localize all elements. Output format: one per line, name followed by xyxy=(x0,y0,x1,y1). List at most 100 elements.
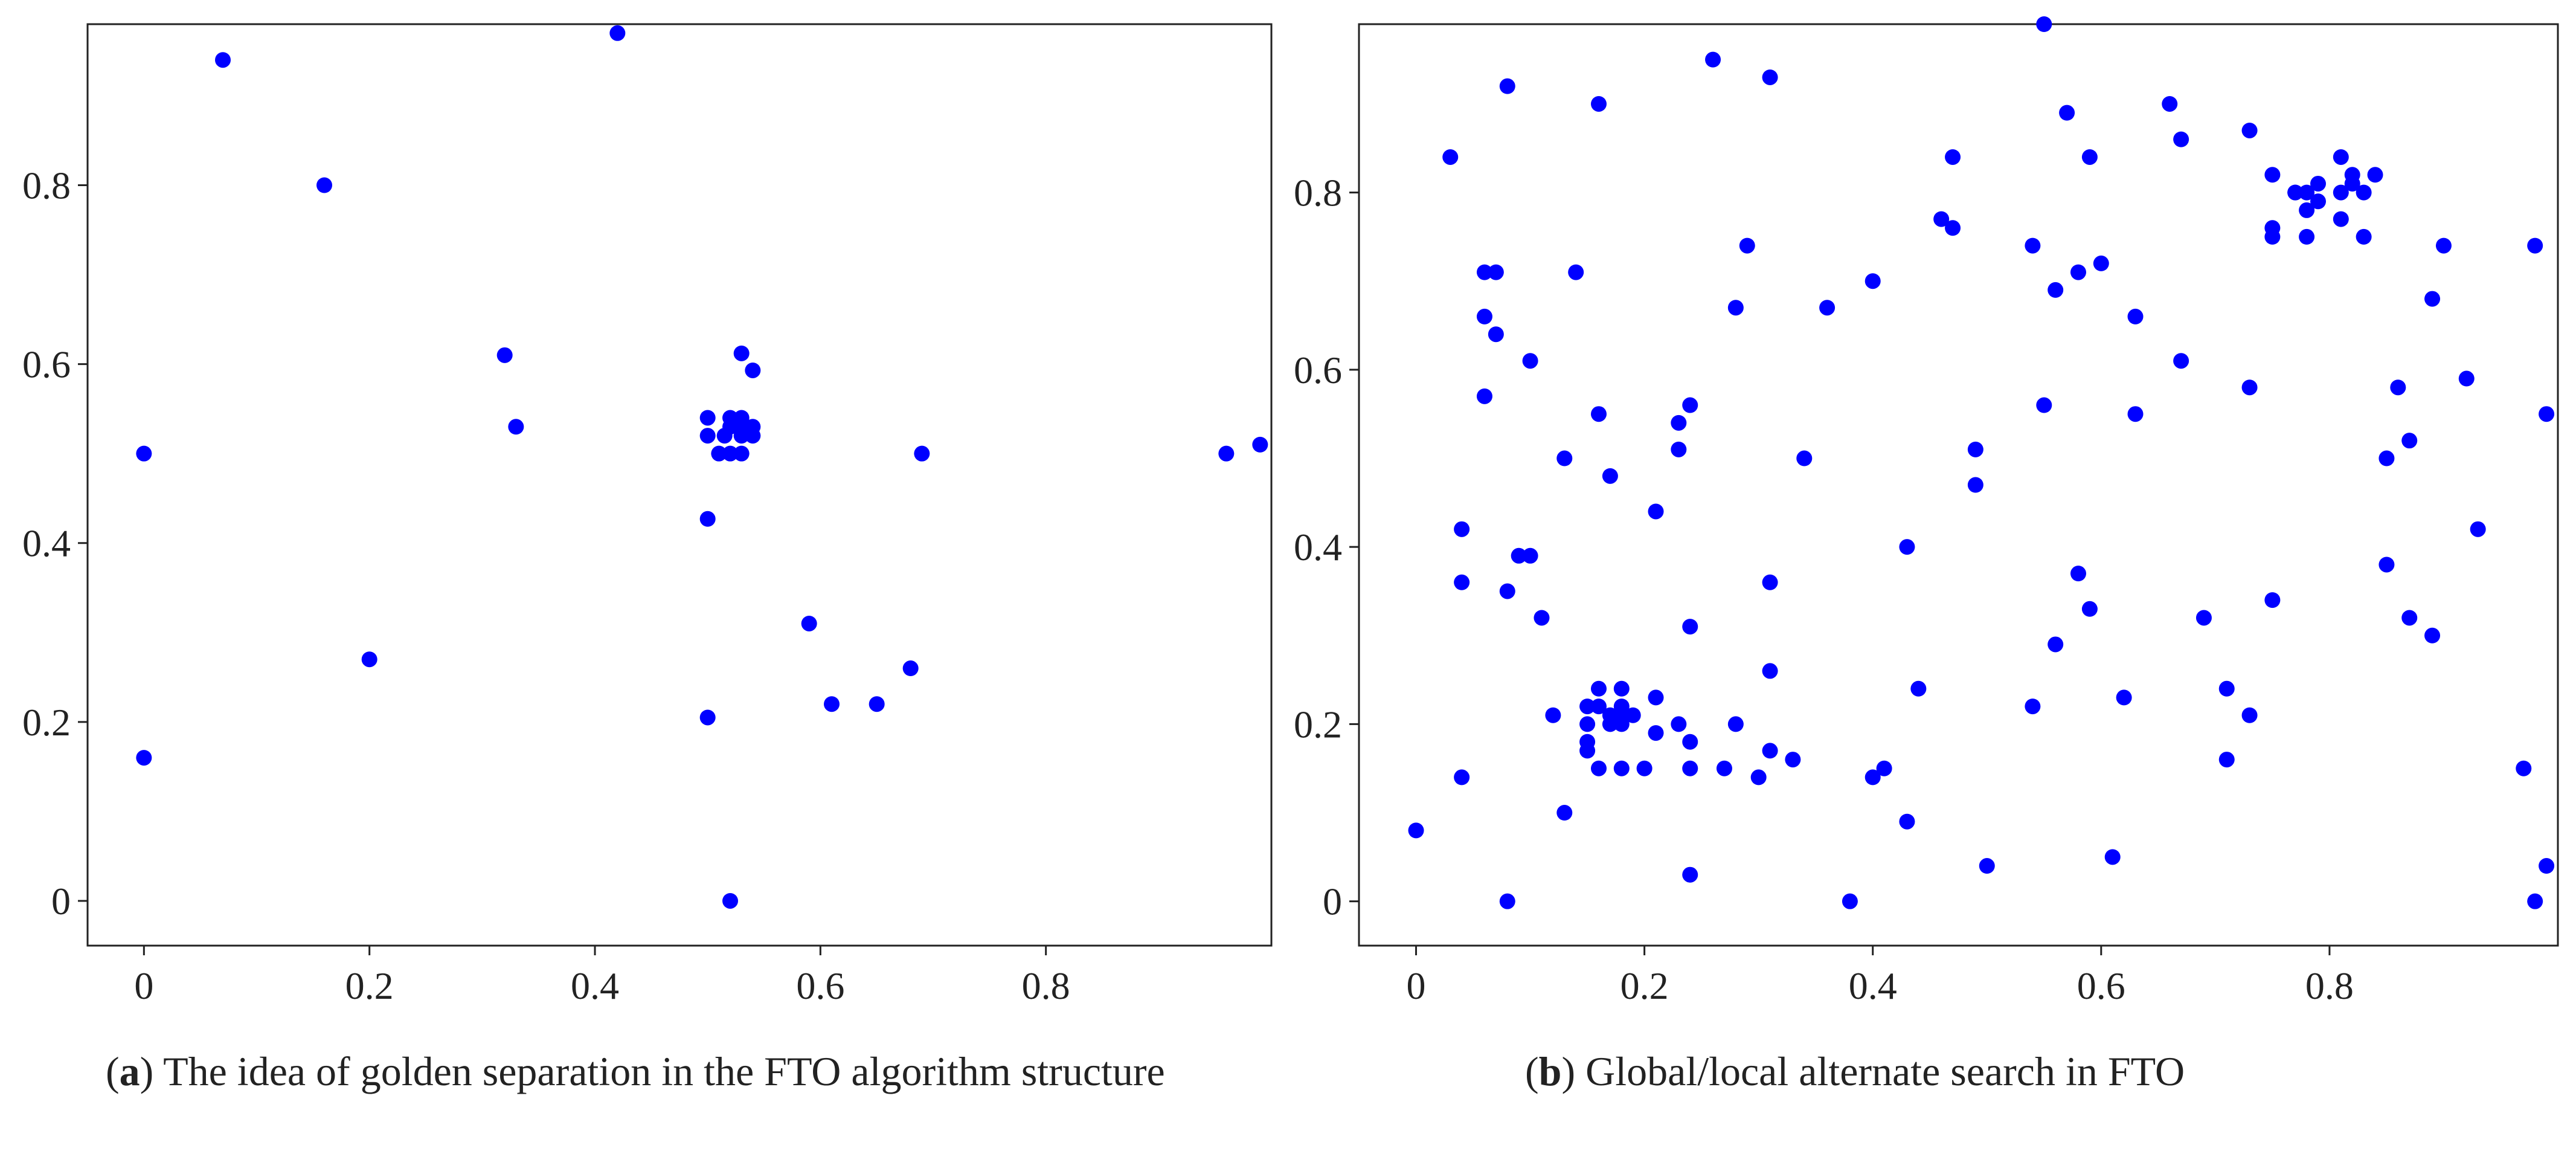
y-tick-label-b: 0.8 xyxy=(1294,172,1342,215)
data-point-b xyxy=(2127,308,2144,324)
data-point-a xyxy=(722,419,738,435)
data-point-b xyxy=(2025,698,2041,715)
data-point-b xyxy=(2527,237,2543,254)
data-point-a xyxy=(136,445,152,462)
data-point-b xyxy=(1556,450,1573,466)
data-point-b xyxy=(2401,610,2418,626)
data-point-b xyxy=(2218,680,2235,697)
data-point-a xyxy=(801,615,817,631)
data-point-b xyxy=(1899,539,1915,555)
plot-frame-a xyxy=(86,23,1273,947)
data-point-b xyxy=(2424,291,2441,307)
data-point-b xyxy=(1591,698,1607,715)
data-point-b xyxy=(1454,574,1470,590)
panel-label-b: b xyxy=(1538,1048,1562,1094)
data-point-a xyxy=(699,428,716,444)
data-point-b xyxy=(2093,255,2109,271)
data-point-a xyxy=(609,25,626,41)
data-point-b xyxy=(1442,149,1459,165)
caption-text-a: The idea of golden separation in the FTO… xyxy=(153,1048,1165,1094)
data-point-b xyxy=(1945,220,1961,236)
data-point-b xyxy=(1488,326,1504,343)
data-point-b xyxy=(1488,264,1504,280)
data-point-b xyxy=(2287,184,2304,201)
data-point-b xyxy=(2401,433,2418,449)
data-point-b xyxy=(1591,680,1607,697)
data-point-b xyxy=(1545,707,1561,723)
caption-panel-a: (a) The idea of golden separation in the… xyxy=(106,1048,1165,1094)
data-point-b xyxy=(1454,521,1470,537)
panel-label-a: a xyxy=(119,1048,140,1094)
data-point-b xyxy=(1682,866,1698,883)
data-point-b xyxy=(2241,122,2258,138)
data-point-a xyxy=(215,52,231,68)
data-point-a xyxy=(722,892,738,909)
data-point-b xyxy=(1842,893,1858,909)
data-point-b xyxy=(2241,707,2258,723)
data-point-b xyxy=(2241,379,2258,396)
x-tick-label-a: 0 xyxy=(134,964,153,1007)
data-point-b xyxy=(1967,441,1983,457)
data-point-b xyxy=(1705,51,1721,68)
data-point-b xyxy=(2424,627,2441,644)
y-tick-label-b: 0 xyxy=(1323,880,1342,923)
data-point-b xyxy=(1499,78,1515,94)
data-point-b xyxy=(1727,300,1744,316)
data-point-b xyxy=(2390,379,2406,396)
data-point-b xyxy=(2470,521,2486,537)
y-tick-label-b: 0.6 xyxy=(1294,349,1342,392)
data-point-a xyxy=(711,445,727,462)
data-point-b xyxy=(1499,893,1515,909)
y-tick-label-a: 0.6 xyxy=(22,343,71,386)
data-point-b xyxy=(1625,707,1641,723)
data-point-a xyxy=(733,428,750,444)
data-point-b xyxy=(1476,388,1492,404)
data-point-b xyxy=(1750,769,1767,786)
data-point-b xyxy=(1739,237,1755,254)
data-point-b xyxy=(1716,760,1732,776)
data-point-b xyxy=(2104,849,2121,865)
data-point-b xyxy=(1671,441,1687,457)
data-point-b xyxy=(2081,149,2098,165)
data-point-b xyxy=(2264,167,2281,183)
data-point-b xyxy=(1785,752,1801,768)
data-point-b xyxy=(2070,566,2086,582)
data-point-b xyxy=(1671,716,1687,732)
data-point-b xyxy=(2162,95,2178,112)
data-point-b xyxy=(1910,680,1927,697)
data-point-b xyxy=(1796,450,1813,466)
data-point-b xyxy=(1522,547,1538,564)
data-point-b xyxy=(2299,184,2315,201)
data-point-a xyxy=(508,419,524,435)
data-point-a xyxy=(745,428,761,444)
data-point-b xyxy=(2333,211,2349,227)
data-point-b xyxy=(1967,477,1983,493)
x-tick-label-b: 0.4 xyxy=(1849,964,1897,1007)
x-tick-label-a: 0.6 xyxy=(796,964,844,1007)
data-point-b xyxy=(1682,397,1698,413)
data-point-b xyxy=(2333,149,2349,165)
x-tick-label-b: 0.6 xyxy=(2077,964,2125,1007)
data-point-b xyxy=(1534,610,1550,626)
data-point-a xyxy=(902,660,919,677)
data-point-b xyxy=(2333,184,2349,201)
data-point-b xyxy=(1511,547,1527,564)
data-point-b xyxy=(2025,237,2041,254)
data-point-b xyxy=(2299,228,2315,245)
data-point-b xyxy=(2195,610,2212,626)
data-point-b xyxy=(1682,760,1698,776)
plot-frame-b xyxy=(1358,23,2559,947)
data-point-b xyxy=(1762,743,1778,759)
data-point-b xyxy=(2173,353,2189,369)
data-point-b xyxy=(1762,663,1778,679)
data-point-a xyxy=(733,345,750,361)
data-point-b xyxy=(1556,805,1573,821)
data-point-b xyxy=(1476,264,1492,280)
caption-panel-b: (b) Global/local alternate search in FTO xyxy=(1525,1048,2185,1094)
data-point-b xyxy=(1865,273,1881,289)
data-point-b xyxy=(2378,556,2395,573)
data-point-b xyxy=(2344,167,2360,183)
data-point-a xyxy=(316,177,332,193)
data-point-b xyxy=(2310,193,2326,210)
